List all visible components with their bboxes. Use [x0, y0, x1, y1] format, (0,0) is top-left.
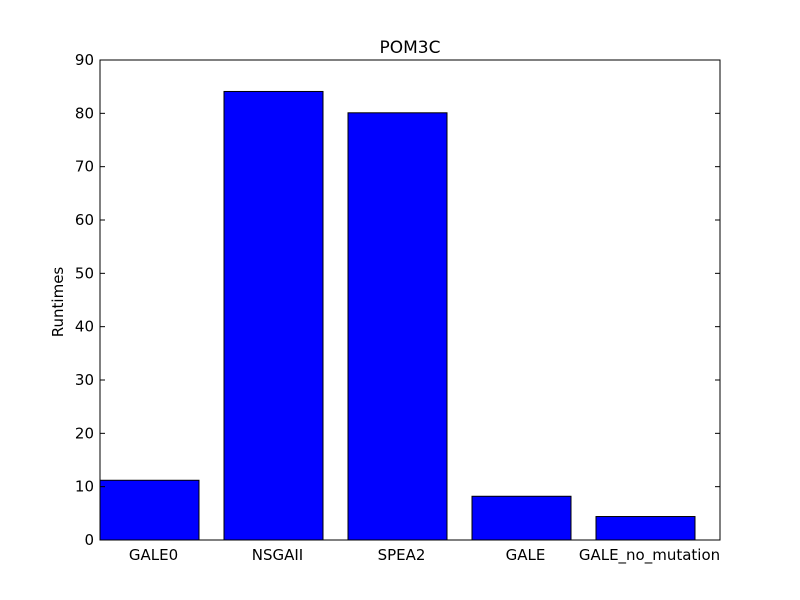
- bar-gale-no-mutation: [595, 516, 696, 541]
- x-tick-label: SPEA2: [378, 546, 426, 564]
- y-tick-label: 20: [75, 424, 94, 442]
- y-axis-label: Runtimes: [49, 267, 67, 338]
- x-tick-label: GALE_no_mutation: [579, 546, 720, 565]
- y-tick-label: 0: [84, 531, 94, 549]
- x-tick-label: GALE: [506, 546, 546, 564]
- plot-frame: [99, 59, 721, 541]
- chart-title: POM3C: [380, 38, 441, 58]
- y-tick-label: 30: [75, 371, 94, 389]
- y-tick-label: 40: [75, 318, 94, 336]
- bar-nsgaii: [223, 90, 324, 541]
- x-tick-label: GALE0: [129, 546, 178, 564]
- x-tick-label: NSGAII: [252, 546, 303, 564]
- y-tick-label: 60: [75, 211, 94, 229]
- bar-spea2: [347, 112, 448, 541]
- y-tick-label: 80: [75, 104, 94, 122]
- bar-gale0: [99, 479, 200, 541]
- y-tick-label: 10: [75, 478, 94, 496]
- y-ticks-group: 0 10 20 30 40 50 60 70 80 90: [75, 51, 720, 549]
- y-tick-label: 90: [75, 51, 94, 69]
- y-tick-label: 70: [75, 158, 94, 176]
- bars-group: [99, 90, 696, 541]
- bar-gale: [471, 495, 572, 541]
- y-tick-label: 50: [75, 264, 94, 282]
- x-tick-labels-group: GALE0 NSGAII SPEA2 GALE GALE_no_mutation: [129, 546, 720, 565]
